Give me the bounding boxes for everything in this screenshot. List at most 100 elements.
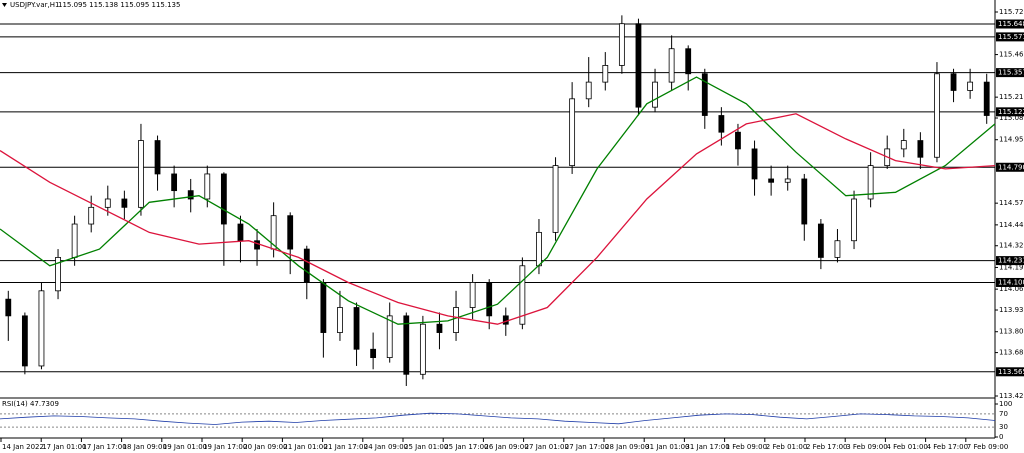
candle-body — [519, 265, 526, 325]
candle-body — [569, 98, 576, 166]
menu-arrow — [2, 3, 7, 7]
x-tick-label: 4 Feb 17:00 — [927, 443, 968, 451]
candle-body — [618, 23, 625, 66]
x-tick-label: 17 Jan 01:00 — [42, 443, 86, 451]
y-tick-label: 113.935 — [999, 306, 1024, 314]
candle-body — [552, 165, 559, 233]
x-tick-label: 14 Jan 2022 — [2, 443, 44, 451]
rsi-tick-label: 30 — [999, 423, 1008, 431]
y-tick-label: 115.465 — [999, 51, 1024, 59]
candle-body — [967, 81, 974, 91]
level-label: 114.100 — [998, 278, 1024, 286]
rsi-tick-label: 70 — [999, 410, 1008, 418]
y-tick-label: 114.575 — [999, 199, 1024, 207]
candle-body — [337, 307, 343, 333]
moving-average — [0, 76, 996, 325]
y-tick-label: 115.720 — [999, 8, 1024, 16]
candle-body — [88, 206, 95, 225]
candle-body — [486, 282, 493, 317]
y-tick-label: 115.085 — [999, 114, 1024, 122]
candle-body — [287, 215, 294, 250]
y-tick-label: 113.805 — [999, 328, 1024, 336]
candle-body — [370, 348, 377, 358]
candle-body — [55, 257, 61, 292]
candle-body — [71, 223, 78, 258]
x-tick-label: 20 Jan 09:00 — [243, 443, 287, 451]
level-label: 115.122 — [998, 108, 1024, 116]
candle-body — [867, 165, 874, 200]
candle-body — [784, 178, 791, 183]
candle-body — [5, 298, 12, 317]
y-tick-label: 115.210 — [999, 93, 1024, 101]
x-tick-label: 19 Jan 01:00 — [163, 443, 207, 451]
level-label-box — [996, 277, 1024, 287]
candle-body — [668, 48, 675, 83]
candle-body — [685, 48, 692, 75]
candle-body — [353, 307, 360, 350]
x-tick-label: 25 Jan 01:00 — [404, 443, 448, 451]
rsi-line — [0, 412, 996, 425]
moving-average — [0, 113, 996, 325]
candle-body — [917, 140, 924, 158]
candle-body — [950, 73, 957, 91]
x-tick-label: 4 Feb 01:00 — [886, 443, 927, 451]
x-tick-label: 18 Jan 09:00 — [123, 443, 167, 451]
candle-body — [419, 323, 426, 375]
candle-body — [320, 282, 327, 333]
x-tick-label: 25 Jan 17:00 — [444, 443, 488, 451]
x-tick-label: 31 Jan 01:00 — [645, 443, 689, 451]
candle-body — [602, 65, 609, 83]
candle-body — [817, 223, 824, 258]
x-tick-label: 17 Jan 17:00 — [82, 443, 126, 451]
y-tick-label: 114.445 — [999, 221, 1024, 229]
candle-body — [453, 307, 459, 333]
x-tick-label: 24 Jan 09:00 — [364, 443, 408, 451]
level-label-box — [996, 162, 1024, 172]
candle-body — [436, 323, 443, 333]
candle-body — [635, 23, 642, 108]
candle-body — [834, 240, 841, 258]
candle-body — [138, 140, 144, 208]
candle-body — [502, 315, 509, 325]
x-tick-label: 19 Jan 17:00 — [203, 443, 247, 451]
level-label-box — [996, 367, 1024, 377]
candle-body — [801, 178, 808, 225]
rsi-title: RSI(14) 47.7309 — [2, 400, 59, 408]
candle-body — [851, 198, 857, 242]
candle-body — [701, 73, 708, 116]
rsi-tick-label: 0 — [999, 433, 1003, 441]
level-label-box — [996, 19, 1024, 29]
candle-body — [718, 115, 725, 133]
level-label: 115.571 — [998, 33, 1024, 41]
x-tick-label: 7 Feb 09:00 — [967, 443, 1008, 451]
x-tick-label: 2 Feb 01:00 — [766, 443, 807, 451]
candle-body — [386, 315, 393, 359]
level-label-box — [996, 32, 1024, 42]
x-tick-label: 28 Jan 09:00 — [605, 443, 649, 451]
candle-body — [536, 231, 542, 267]
x-tick-label: 1 Feb 09:00 — [726, 443, 767, 451]
x-tick-label: 31 Jan 17:00 — [685, 443, 729, 451]
candle-body — [121, 198, 128, 208]
candle-body — [934, 73, 940, 158]
candle-body — [237, 223, 244, 242]
level-label: 113.565 — [998, 368, 1024, 376]
candle-body — [585, 81, 592, 100]
candle-body — [104, 198, 111, 208]
level-label: 114.231 — [998, 257, 1024, 265]
candle-body — [768, 178, 775, 183]
y-tick-label: 113.420 — [999, 392, 1024, 400]
level-label-box — [996, 256, 1024, 266]
level-label: 115.357 — [998, 69, 1024, 77]
candle-body — [983, 81, 990, 116]
x-tick-label: 26 Jan 09:00 — [484, 443, 528, 451]
rsi-tick-label: 100 — [999, 400, 1012, 408]
candle-body — [652, 81, 658, 108]
candle-body — [735, 131, 741, 150]
level-label: 115.648 — [998, 20, 1024, 28]
x-tick-label: 2 Feb 17:00 — [806, 443, 847, 451]
candle-body — [469, 282, 476, 308]
candle-body — [751, 148, 758, 180]
candle-body — [38, 290, 45, 367]
